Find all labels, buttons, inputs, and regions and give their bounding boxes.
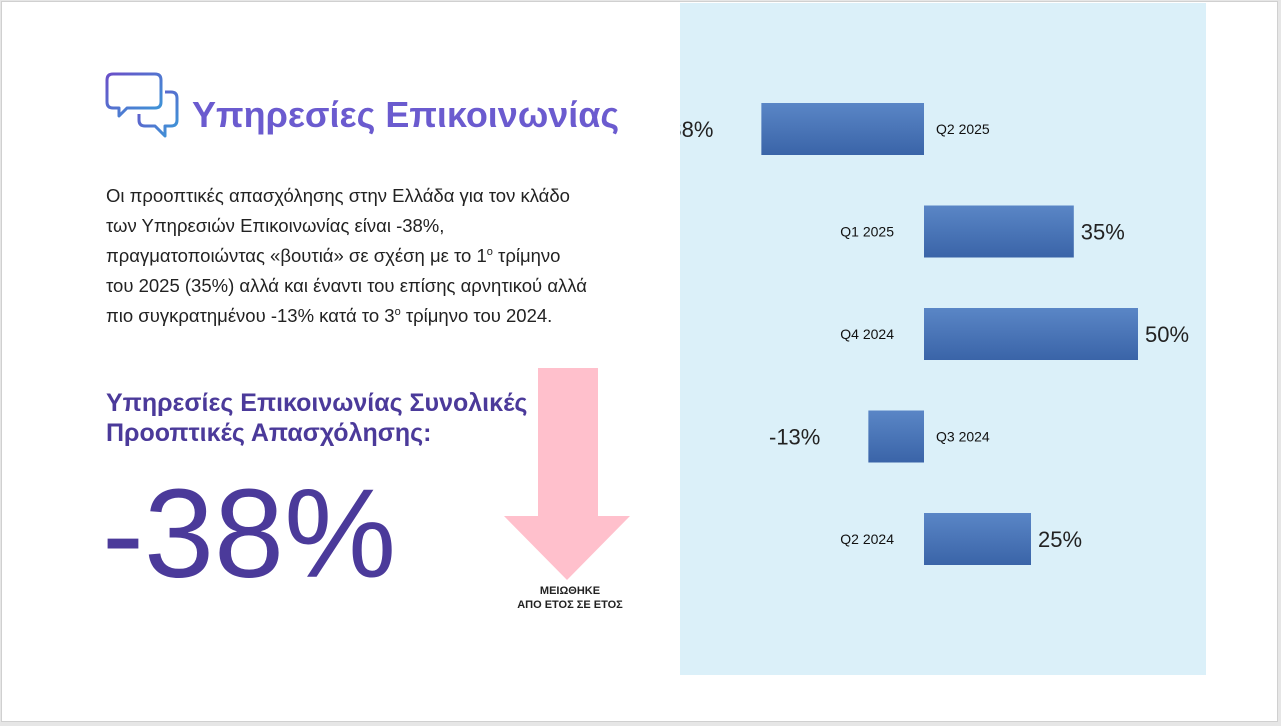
summary-subtitle-line: Προοπτικές Απασχόλησης: (106, 419, 432, 447)
bar-q1-2025 (924, 205, 1074, 258)
chat-bubbles-icon (105, 72, 179, 138)
value-label: 35% (1081, 220, 1125, 245)
chart-panel: Q2 2025 -38% Q1 2025 35% Q4 2024 50% Q3 2024 -1… (680, 3, 1206, 675)
value-label: 25% (1038, 527, 1082, 552)
bar-q3-2024 (868, 410, 924, 463)
description-line: τρίμηνο (492, 245, 561, 266)
bar-q4-2024 (924, 308, 1138, 360)
outlook-value: -38% (102, 463, 397, 604)
ordinal-marker: ο (394, 306, 401, 318)
trend-label-line: ΜΕΙΩΘΗΚΕ (539, 585, 601, 597)
description-paragraph: Οι προοπτικές απασχόλησης στην Ελλάδα γι… (106, 181, 646, 331)
value-label: -38% (680, 117, 713, 142)
bar-q2-2024 (924, 513, 1031, 565)
category-label: Q2 2025 (936, 121, 990, 137)
summary-subtitle: Υπηρεσίες Επικοινωνίας Συνολικές Προοπτι… (106, 388, 566, 448)
category-label: Q3 2024 (936, 429, 990, 445)
description-line: πραγματοποιώντας «βουτιά» σε σχέση με το… (106, 245, 487, 266)
category-label: Q2 2024 (840, 531, 894, 547)
bar-q2-2025 (761, 103, 924, 155)
page-title: Υπηρεσίες Επικοινωνίας (192, 94, 620, 135)
category-label: Q1 2025 (840, 224, 894, 240)
value-label: 50% (1145, 322, 1189, 347)
description-line: τρίμηνο του 2024. (400, 305, 553, 326)
outlook-bar-chart: Q2 2025 -38% Q1 2025 35% Q4 2024 50% Q3 2024 -1… (680, 103, 1189, 565)
category-label: Q4 2024 (840, 326, 894, 342)
value-label: -13% (769, 425, 820, 450)
description-line: πιο συγκρατημένου -13% κατά το 3 (106, 305, 395, 326)
description-line: των Υπηρεσιών Επικοινωνίας είναι -38%, (106, 215, 445, 236)
trend-label: ΜΕΙΩΘΗΚΕ ΑΠΟ ΕΤΟΣ ΣΕ ΕΤΟΣ (490, 584, 650, 612)
description-line: Οι προοπτικές απασχόλησης στην Ελλάδα γι… (106, 185, 570, 206)
ordinal-marker: ο (486, 246, 493, 258)
description-line: του 2025 (35%) αλλά και έναντι του επίση… (106, 275, 587, 296)
trend-label-line: ΑΠΟ ΕΤΟΣ ΣΕ ΕΤΟΣ (517, 599, 623, 611)
summary-subtitle-line: Υπηρεσίες Επικοινωνίας Συνολικές (106, 389, 528, 417)
down-arrow-icon (504, 368, 630, 580)
